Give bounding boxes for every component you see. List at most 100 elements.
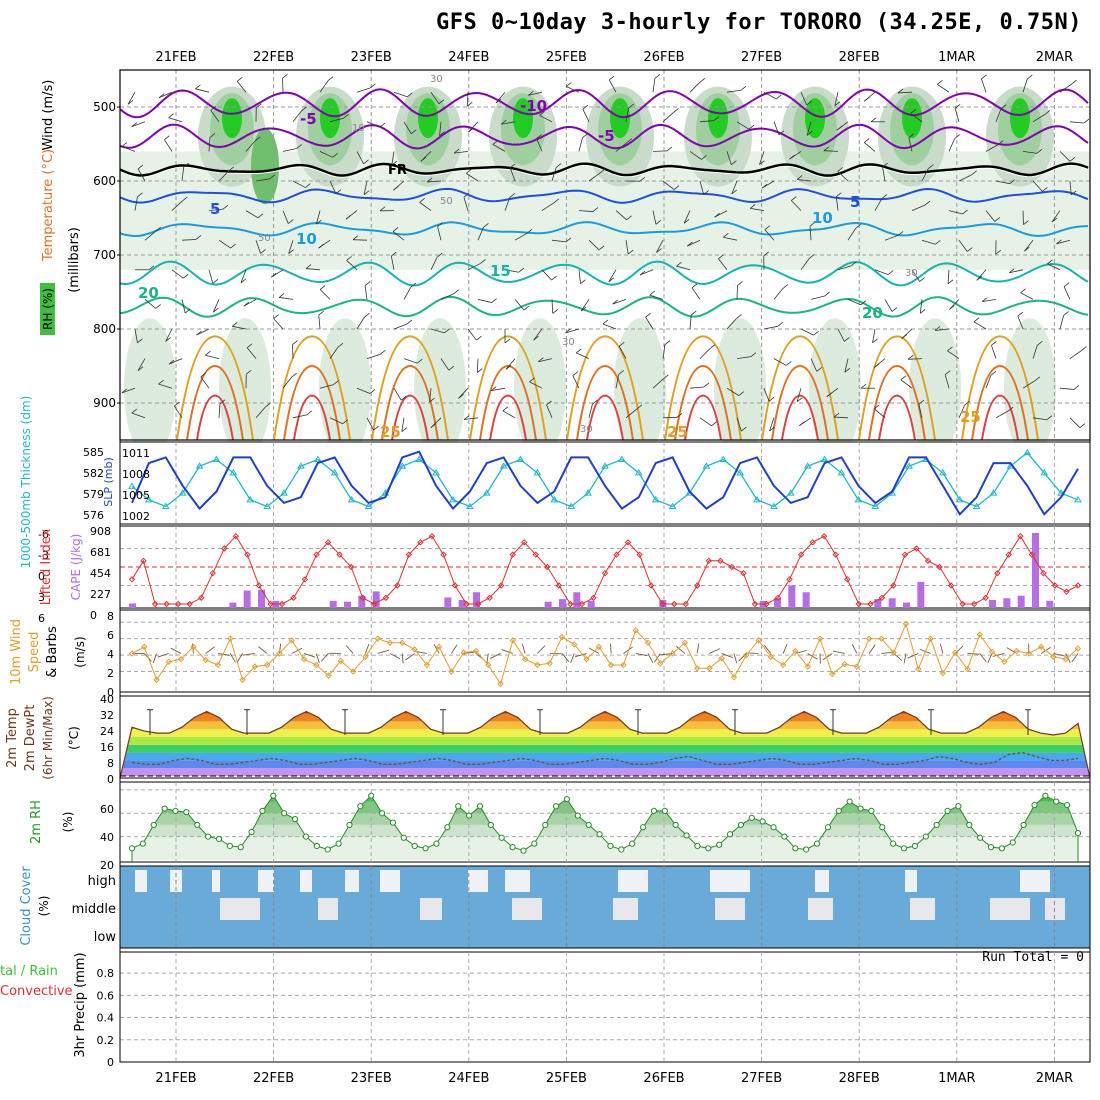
thickness-point (280, 489, 288, 496)
temp-tick-label: 16 (100, 741, 114, 754)
cloud-high-gap (258, 870, 274, 892)
bottom-date-label: 22FEB (253, 1071, 294, 1086)
wind-speed-point (755, 637, 762, 644)
wind-speed-point (472, 647, 480, 655)
wind-barb-flag (1083, 118, 1090, 124)
thickness-point (263, 502, 272, 510)
wind-barb-flag (555, 163, 562, 168)
li-tick-label: 0 (38, 570, 45, 583)
wind-barb (196, 328, 210, 336)
cape-bar (559, 599, 566, 608)
wind-speed-point (632, 627, 639, 634)
wind-barb-flag (799, 421, 805, 426)
wind-barb (255, 178, 270, 182)
wind-barb-flag (209, 133, 216, 138)
wind-barb (691, 287, 701, 300)
wind-barb (921, 239, 936, 245)
wind-barb (454, 151, 469, 154)
temp-tick-label: 40 (100, 693, 114, 706)
wind-barb (505, 358, 516, 370)
wind-barb-flag (935, 239, 941, 245)
wind-barb (319, 384, 334, 389)
li-point (705, 557, 713, 565)
wind-speed-point (521, 656, 529, 663)
li-point (278, 600, 286, 608)
wind-barb-10m (486, 653, 489, 664)
wind-barb (958, 404, 966, 418)
wind-barb-flag (626, 138, 633, 143)
li-point (509, 551, 516, 558)
wind-barb (844, 358, 849, 373)
li-tick-label: 6 (38, 612, 45, 625)
wind-barb-10m (320, 653, 329, 662)
wind-barb-10m (709, 648, 721, 654)
wind-barb-flag (676, 261, 682, 267)
wind-barb (615, 142, 628, 152)
wind-barb (551, 299, 554, 314)
wind-barb-flag (370, 83, 376, 89)
wind-barb (588, 239, 600, 251)
wind-barb (292, 414, 307, 419)
rh-point (574, 812, 581, 819)
rh-point (281, 810, 288, 817)
rh-point (400, 834, 407, 841)
wind-barb-flag (467, 101, 473, 107)
wind-speed-point (988, 648, 996, 656)
wind-barb-flag (887, 270, 894, 275)
temp-units: (°C) (67, 726, 81, 750)
wind-barb-flag (1051, 217, 1058, 223)
rh-point (1031, 801, 1038, 809)
rh-point (629, 840, 636, 847)
wind-barb (919, 299, 923, 314)
temp-arch (479, 364, 537, 441)
wind-barb-flag (690, 310, 697, 316)
wind-speed-point (706, 665, 713, 672)
rh-point (1042, 792, 1049, 799)
wind-barb-flag (761, 183, 768, 189)
cape-bar (888, 598, 896, 608)
cape-bar (258, 589, 265, 608)
wind-barb-flag (897, 88, 904, 94)
top-date-label: 28FEB (839, 50, 880, 65)
wind-barb-10m (588, 647, 600, 654)
wind-barb-flag (1047, 259, 1053, 265)
wind-barb-flag (663, 374, 669, 380)
top-date-label: 2MAR (1036, 50, 1073, 65)
wind-barb (1069, 417, 1081, 428)
thickness-point (465, 502, 474, 510)
rh-point (1009, 839, 1016, 846)
wind-barb (288, 240, 294, 254)
wind-barb (699, 180, 705, 195)
wind-barb-10m (893, 653, 903, 662)
wind-barb (366, 121, 381, 128)
wind-barb-flag (1079, 423, 1086, 429)
temp-color-band (120, 768, 1090, 776)
wind-speed-point (411, 646, 418, 653)
wind-barb-flag (592, 399, 598, 405)
wind-barb-10m (647, 653, 654, 663)
wind-barb-flag (860, 300, 867, 306)
temp-arch (381, 364, 439, 441)
wind-barb (588, 404, 593, 418)
li-point (544, 563, 551, 571)
wind-barb (174, 405, 183, 419)
thickness-point (482, 489, 491, 496)
bottom-date-label: 24FEB (448, 1071, 489, 1086)
wind-barb (809, 226, 812, 241)
wind-barb-flag (270, 272, 277, 278)
rh-contour-label: 10 (352, 123, 365, 134)
li-point (221, 545, 228, 552)
wind-barb-flag (346, 256, 352, 261)
wind-speed-point (890, 649, 897, 656)
wind-barb (403, 121, 412, 135)
wind-barb (439, 121, 442, 136)
rh-blob-core (708, 98, 728, 139)
rh-axis-label: RH (%) (41, 288, 55, 330)
wind-barb (985, 374, 992, 389)
wind-speed-point (1074, 645, 1082, 652)
li-point (198, 594, 205, 602)
li-point (451, 582, 459, 589)
wind-barb-flag (907, 355, 914, 360)
li-point (394, 582, 401, 589)
wind-barb (800, 328, 814, 336)
